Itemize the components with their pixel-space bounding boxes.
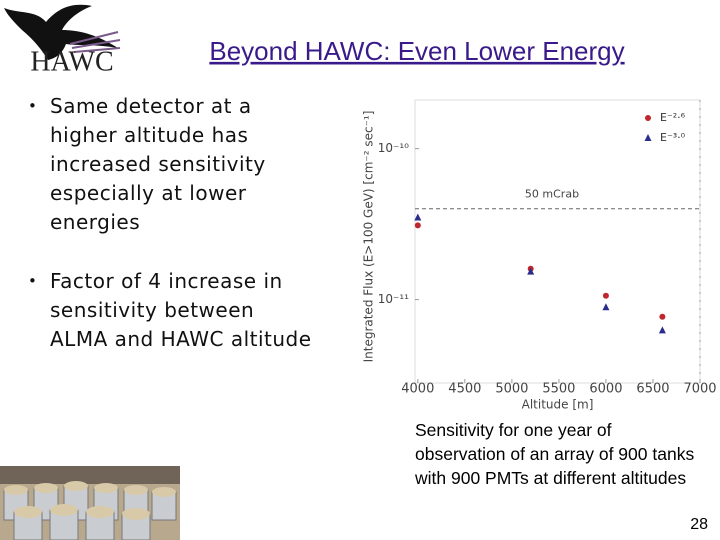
circle-marker <box>602 292 609 299</box>
logo-text: HAWC <box>30 46 113 77</box>
y-axis-label: Integrated Flux (E>100 GeV) [cm⁻² sec⁻¹] <box>362 111 376 363</box>
x-tick-label: 5000 <box>495 382 528 397</box>
legend-label: E⁻²·⁶ <box>660 111 686 124</box>
legend-marker <box>645 115 651 121</box>
caption: Sensitivity for one year of observation … <box>415 420 695 488</box>
logo-eagle <box>4 4 118 60</box>
x-tick-label: 4500 <box>448 382 481 397</box>
x-tick-label: 5500 <box>542 382 575 397</box>
legend-marker <box>644 134 652 141</box>
x-tick-label: 6500 <box>636 382 669 397</box>
bullet: Factor of 4 increase in sensitivity betw… <box>28 267 318 354</box>
triangle-marker <box>602 303 610 311</box>
bullet: Same detector at a higher altitude has i… <box>28 92 318 237</box>
reference-label: 50 mCrab <box>525 188 579 201</box>
circle-marker <box>659 313 666 320</box>
y-tick-label: 10⁻¹¹ <box>378 292 409 306</box>
page-number: 28 <box>690 516 708 533</box>
plot-frame <box>414 99 701 384</box>
x-axis-label: Altitude [m] <box>522 398 594 412</box>
y-tick-label: 10⁻¹⁰ <box>378 141 409 155</box>
slide-title: Beyond HAWC: Even Lower Energy <box>209 36 624 66</box>
triangle-marker <box>527 267 535 275</box>
bullet-list: Same detector at a higher altitude has i… <box>28 92 318 384</box>
triangle-marker <box>414 213 422 221</box>
triangle-marker <box>658 326 666 334</box>
x-tick-label: 6000 <box>589 382 622 397</box>
tank-photo <box>0 466 180 540</box>
logo-stripes <box>69 31 121 53</box>
x-tick-label: 4000 <box>401 382 434 397</box>
legend-label: E⁻³·⁰ <box>660 131 686 144</box>
circle-marker <box>414 222 421 229</box>
x-tick-label: 7000 <box>683 382 716 397</box>
